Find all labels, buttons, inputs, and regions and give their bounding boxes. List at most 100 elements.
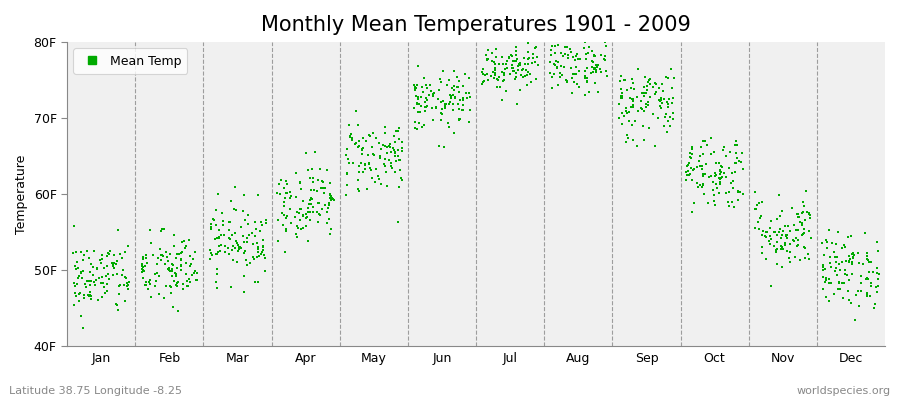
Point (554, 70, 568, 76)
Point (378, 124, 392, 130)
Point (776, 228, 790, 234)
Point (509, 52, 524, 58)
Point (662, 114, 677, 120)
Point (721, 165, 735, 172)
Point (816, 274, 831, 280)
Point (245, 229, 259, 236)
Point (598, 53, 612, 59)
Point (496, 78, 510, 84)
Point (664, 65, 679, 72)
Point (569, 53, 583, 60)
Point (624, 85, 638, 92)
Point (237, 250, 251, 256)
Point (82, 278, 96, 284)
Point (568, 71, 582, 78)
Point (366, 151, 381, 158)
Point (456, 83, 471, 89)
Point (684, 165, 698, 172)
Point (84, 296, 98, 303)
Point (520, 69, 535, 75)
Point (365, 144, 380, 151)
Point (625, 96, 639, 102)
Point (426, 117, 440, 124)
Point (408, 118, 422, 125)
Point (713, 168, 727, 174)
Point (182, 237, 196, 243)
Point (518, 72, 532, 79)
Point (442, 100, 456, 107)
Point (110, 258, 124, 264)
Point (110, 270, 124, 277)
Point (708, 202, 723, 208)
Point (687, 166, 701, 172)
Point (310, 200, 325, 206)
Point (408, 84, 422, 90)
Point (505, 65, 519, 72)
Point (241, 212, 256, 218)
Point (394, 145, 409, 152)
Point (642, 77, 656, 84)
Point (710, 185, 724, 192)
Point (500, 58, 515, 64)
Point (754, 232, 769, 238)
Point (140, 286, 155, 293)
Point (363, 132, 377, 139)
Point (106, 262, 121, 268)
Point (394, 177, 409, 183)
Point (276, 184, 291, 191)
Point (560, 79, 574, 86)
Point (134, 269, 148, 276)
Point (783, 249, 797, 256)
Point (822, 298, 836, 304)
Point (303, 209, 318, 215)
Point (487, 70, 501, 77)
Point (589, 69, 603, 76)
Point (236, 208, 250, 214)
Point (634, 97, 649, 104)
Point (803, 212, 817, 218)
Point (687, 200, 701, 207)
Point (174, 261, 188, 268)
Point (221, 251, 236, 258)
Point (519, 67, 534, 73)
Point (154, 257, 168, 264)
Point (211, 248, 225, 255)
Point (255, 222, 269, 228)
Point (734, 150, 749, 156)
Point (786, 237, 800, 243)
Point (211, 235, 225, 242)
Point (428, 90, 442, 96)
Point (296, 212, 310, 218)
Point (568, 57, 582, 64)
Point (693, 143, 707, 150)
Point (290, 222, 304, 229)
Point (615, 95, 629, 101)
Point (202, 247, 217, 253)
Point (860, 250, 874, 256)
Point (418, 104, 433, 110)
Point (724, 170, 739, 176)
Point (154, 252, 168, 258)
Point (598, 43, 613, 49)
Point (815, 266, 830, 273)
Point (323, 193, 338, 199)
Point (410, 96, 425, 102)
Point (209, 207, 223, 213)
Point (832, 278, 847, 285)
Point (418, 108, 432, 114)
Point (630, 94, 644, 100)
Point (365, 130, 380, 136)
Point (303, 195, 318, 201)
Point (780, 223, 795, 229)
Point (546, 23, 561, 29)
Point (343, 133, 357, 140)
Point (795, 222, 809, 228)
Point (237, 273, 251, 280)
Point (850, 292, 864, 298)
Point (117, 248, 131, 255)
Point (854, 280, 868, 286)
Point (698, 161, 713, 168)
Point (456, 96, 471, 103)
Point (546, 36, 561, 42)
Point (81, 255, 95, 261)
